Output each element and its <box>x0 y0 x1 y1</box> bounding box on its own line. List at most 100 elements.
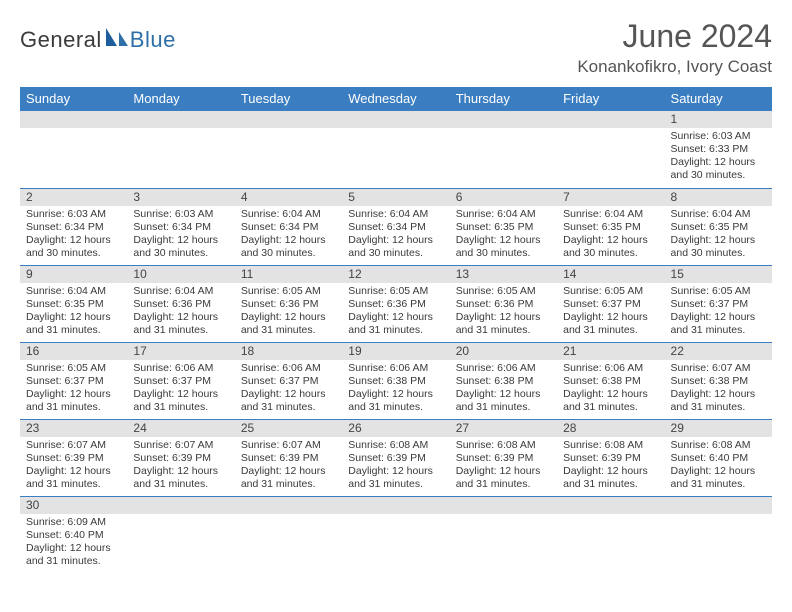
empty-cell <box>450 496 557 573</box>
day-number: 17 <box>127 343 234 360</box>
day-number: 23 <box>20 420 127 437</box>
weekday-header: Wednesday <box>342 87 449 111</box>
day-details: Sunrise: 6:04 AMSunset: 6:35 PMDaylight:… <box>450 206 557 264</box>
day-details: Sunrise: 6:04 AMSunset: 6:35 PMDaylight:… <box>557 206 664 264</box>
day-number: 19 <box>342 343 449 360</box>
day-details: Sunrise: 6:06 AMSunset: 6:38 PMDaylight:… <box>450 360 557 418</box>
day-number: 24 <box>127 420 234 437</box>
empty-cell <box>557 111 664 188</box>
empty-cell <box>20 111 127 188</box>
day-cell: 13Sunrise: 6:05 AMSunset: 6:36 PMDayligh… <box>450 265 557 342</box>
title-block: June 2024 Konankofikro, Ivory Coast <box>577 18 772 77</box>
day-details: Sunrise: 6:06 AMSunset: 6:38 PMDaylight:… <box>342 360 449 418</box>
empty-cell <box>342 496 449 573</box>
weekday-header: Thursday <box>450 87 557 111</box>
day-cell: 24Sunrise: 6:07 AMSunset: 6:39 PMDayligh… <box>127 419 234 496</box>
empty-cell <box>127 111 234 188</box>
day-number: 27 <box>450 420 557 437</box>
day-cell: 28Sunrise: 6:08 AMSunset: 6:39 PMDayligh… <box>557 419 664 496</box>
day-cell: 6Sunrise: 6:04 AMSunset: 6:35 PMDaylight… <box>450 188 557 265</box>
day-cell: 25Sunrise: 6:07 AMSunset: 6:39 PMDayligh… <box>235 419 342 496</box>
empty-cell <box>235 496 342 573</box>
sail-icon <box>104 26 130 53</box>
day-details: Sunrise: 6:03 AMSunset: 6:33 PMDaylight:… <box>665 128 772 186</box>
day-number: 29 <box>665 420 772 437</box>
day-number: 9 <box>20 266 127 283</box>
day-cell: 5Sunrise: 6:04 AMSunset: 6:34 PMDaylight… <box>342 188 449 265</box>
day-cell: 8Sunrise: 6:04 AMSunset: 6:35 PMDaylight… <box>665 188 772 265</box>
day-details: Sunrise: 6:06 AMSunset: 6:37 PMDaylight:… <box>127 360 234 418</box>
day-cell: 11Sunrise: 6:05 AMSunset: 6:36 PMDayligh… <box>235 265 342 342</box>
day-details: Sunrise: 6:04 AMSunset: 6:35 PMDaylight:… <box>20 283 127 341</box>
day-cell: 4Sunrise: 6:04 AMSunset: 6:34 PMDaylight… <box>235 188 342 265</box>
day-details: Sunrise: 6:03 AMSunset: 6:34 PMDaylight:… <box>20 206 127 264</box>
day-number: 3 <box>127 189 234 206</box>
day-number: 2 <box>20 189 127 206</box>
brand-logo: General Blue <box>20 26 176 53</box>
day-cell: 30Sunrise: 6:09 AMSunset: 6:40 PMDayligh… <box>20 496 127 573</box>
day-number: 15 <box>665 266 772 283</box>
day-cell: 3Sunrise: 6:03 AMSunset: 6:34 PMDaylight… <box>127 188 234 265</box>
empty-cell <box>235 111 342 188</box>
weekday-header-row: Sunday Monday Tuesday Wednesday Thursday… <box>20 87 772 111</box>
day-number: 16 <box>20 343 127 360</box>
day-details: Sunrise: 6:07 AMSunset: 6:39 PMDaylight:… <box>235 437 342 495</box>
day-cell: 9Sunrise: 6:04 AMSunset: 6:35 PMDaylight… <box>20 265 127 342</box>
weekday-header: Tuesday <box>235 87 342 111</box>
day-number: 13 <box>450 266 557 283</box>
day-number: 4 <box>235 189 342 206</box>
day-details: Sunrise: 6:08 AMSunset: 6:39 PMDaylight:… <box>342 437 449 495</box>
calendar-body: 1Sunrise: 6:03 AMSunset: 6:33 PMDaylight… <box>20 111 772 573</box>
calendar-row: 30Sunrise: 6:09 AMSunset: 6:40 PMDayligh… <box>20 496 772 573</box>
day-number: 28 <box>557 420 664 437</box>
day-number: 21 <box>557 343 664 360</box>
day-details: Sunrise: 6:09 AMSunset: 6:40 PMDaylight:… <box>20 514 127 572</box>
day-number: 1 <box>665 111 772 128</box>
day-number: 14 <box>557 266 664 283</box>
day-details: Sunrise: 6:08 AMSunset: 6:39 PMDaylight:… <box>557 437 664 495</box>
day-details: Sunrise: 6:07 AMSunset: 6:39 PMDaylight:… <box>127 437 234 495</box>
day-number: 25 <box>235 420 342 437</box>
empty-cell <box>665 496 772 573</box>
day-details: Sunrise: 6:07 AMSunset: 6:38 PMDaylight:… <box>665 360 772 418</box>
day-cell: 15Sunrise: 6:05 AMSunset: 6:37 PMDayligh… <box>665 265 772 342</box>
weekday-header: Friday <box>557 87 664 111</box>
day-details: Sunrise: 6:06 AMSunset: 6:38 PMDaylight:… <box>557 360 664 418</box>
day-details: Sunrise: 6:04 AMSunset: 6:34 PMDaylight:… <box>342 206 449 264</box>
day-cell: 27Sunrise: 6:08 AMSunset: 6:39 PMDayligh… <box>450 419 557 496</box>
calendar-row: 2Sunrise: 6:03 AMSunset: 6:34 PMDaylight… <box>20 188 772 265</box>
day-number: 18 <box>235 343 342 360</box>
day-cell: 19Sunrise: 6:06 AMSunset: 6:38 PMDayligh… <box>342 342 449 419</box>
day-cell: 10Sunrise: 6:04 AMSunset: 6:36 PMDayligh… <box>127 265 234 342</box>
day-number: 30 <box>20 497 127 514</box>
brand-text-blue: Blue <box>130 27 176 53</box>
location-subtitle: Konankofikro, Ivory Coast <box>577 57 772 77</box>
day-number: 11 <box>235 266 342 283</box>
day-cell: 1Sunrise: 6:03 AMSunset: 6:33 PMDaylight… <box>665 111 772 188</box>
brand-text-general: General <box>20 27 102 53</box>
day-cell: 22Sunrise: 6:07 AMSunset: 6:38 PMDayligh… <box>665 342 772 419</box>
day-number: 12 <box>342 266 449 283</box>
day-details: Sunrise: 6:07 AMSunset: 6:39 PMDaylight:… <box>20 437 127 495</box>
day-cell: 16Sunrise: 6:05 AMSunset: 6:37 PMDayligh… <box>20 342 127 419</box>
calendar-row: 1Sunrise: 6:03 AMSunset: 6:33 PMDaylight… <box>20 111 772 188</box>
empty-cell <box>342 111 449 188</box>
day-cell: 17Sunrise: 6:06 AMSunset: 6:37 PMDayligh… <box>127 342 234 419</box>
day-cell: 12Sunrise: 6:05 AMSunset: 6:36 PMDayligh… <box>342 265 449 342</box>
day-number: 8 <box>665 189 772 206</box>
day-number: 20 <box>450 343 557 360</box>
day-cell: 18Sunrise: 6:06 AMSunset: 6:37 PMDayligh… <box>235 342 342 419</box>
day-number: 10 <box>127 266 234 283</box>
day-details: Sunrise: 6:04 AMSunset: 6:35 PMDaylight:… <box>665 206 772 264</box>
day-number: 26 <box>342 420 449 437</box>
day-details: Sunrise: 6:05 AMSunset: 6:37 PMDaylight:… <box>557 283 664 341</box>
day-number: 6 <box>450 189 557 206</box>
day-details: Sunrise: 6:04 AMSunset: 6:34 PMDaylight:… <box>235 206 342 264</box>
day-details: Sunrise: 6:06 AMSunset: 6:37 PMDaylight:… <box>235 360 342 418</box>
weekday-header: Saturday <box>665 87 772 111</box>
day-details: Sunrise: 6:05 AMSunset: 6:37 PMDaylight:… <box>665 283 772 341</box>
empty-cell <box>450 111 557 188</box>
day-cell: 21Sunrise: 6:06 AMSunset: 6:38 PMDayligh… <box>557 342 664 419</box>
day-details: Sunrise: 6:05 AMSunset: 6:36 PMDaylight:… <box>450 283 557 341</box>
day-details: Sunrise: 6:08 AMSunset: 6:39 PMDaylight:… <box>450 437 557 495</box>
